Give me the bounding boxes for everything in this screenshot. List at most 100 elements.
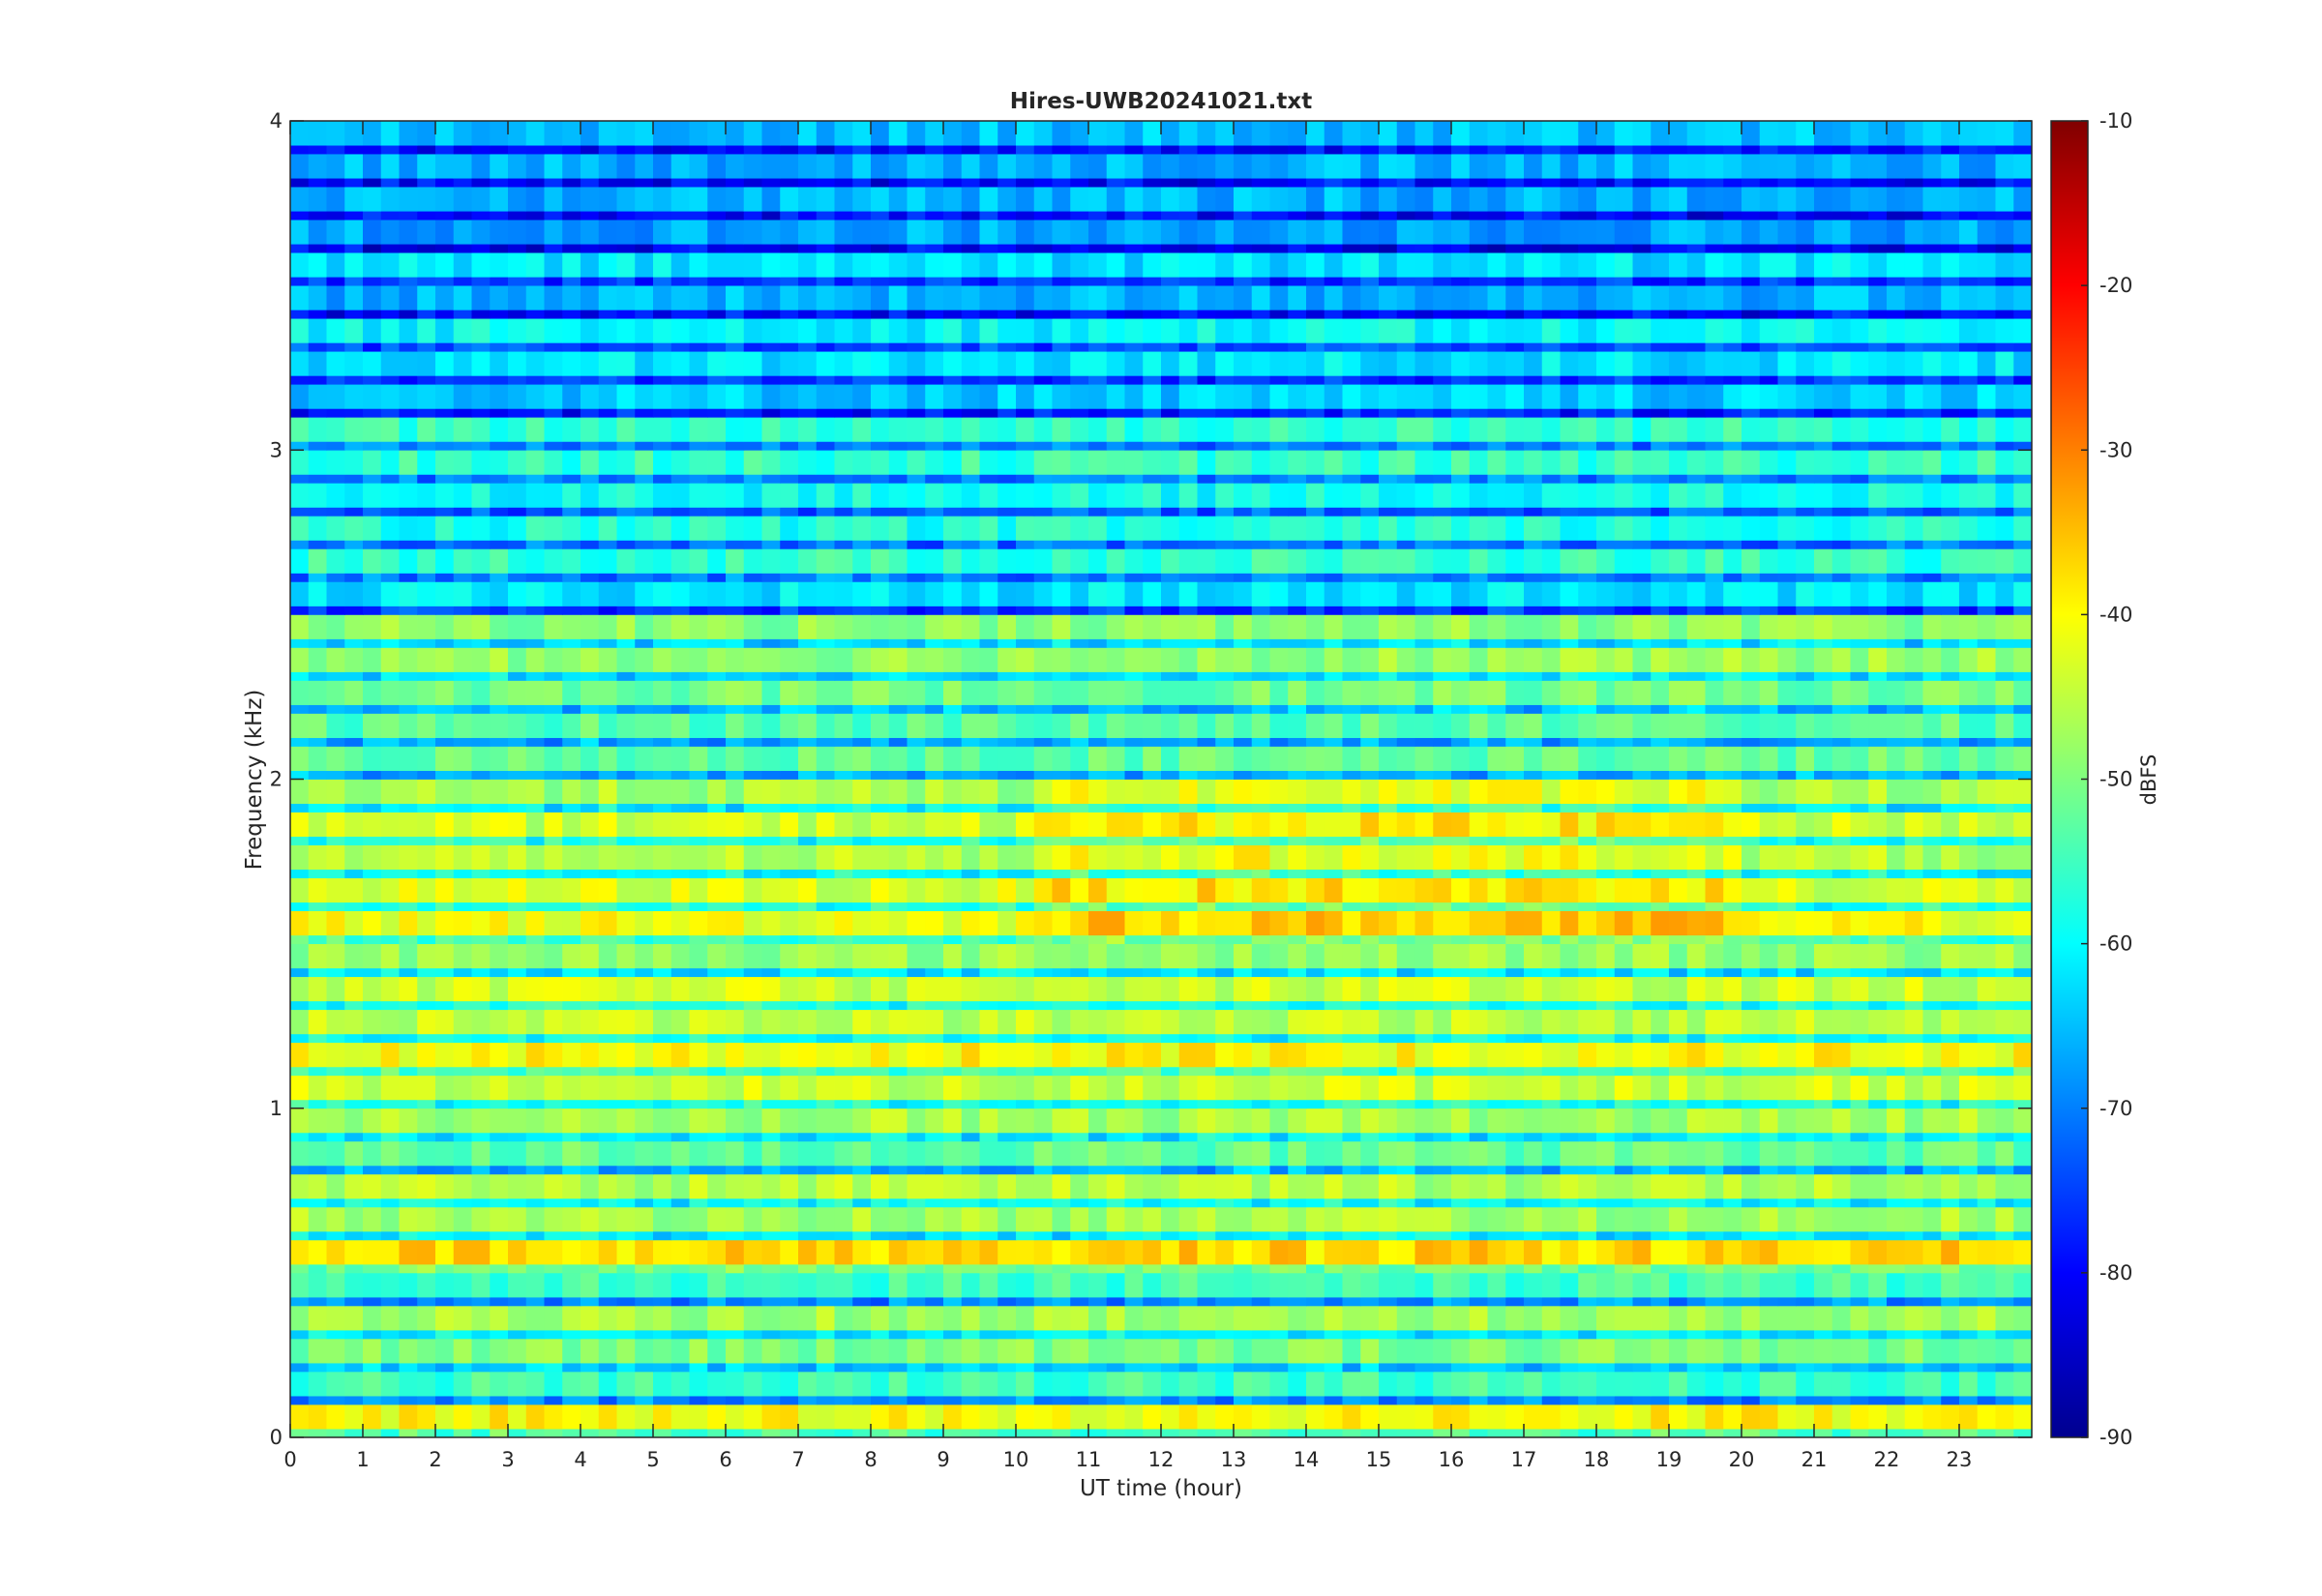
- heatmap-cell: [1215, 1009, 1235, 1035]
- heatmap-cell: [1088, 779, 1108, 805]
- heatmap-cell: [435, 638, 455, 648]
- heatmap-cell: [417, 1009, 436, 1035]
- heatmap-cell: [1742, 1371, 1761, 1397]
- heatmap-cell: [635, 638, 654, 648]
- heatmap-cell: [1288, 1330, 1307, 1340]
- heatmap-cell: [780, 1075, 799, 1101]
- heatmap-cell: [1143, 1009, 1162, 1035]
- heatmap-cell: [798, 1100, 818, 1109]
- heatmap-cell: [417, 902, 436, 911]
- heatmap-cell: [525, 1075, 546, 1101]
- heatmap-cell: [1614, 1363, 1634, 1373]
- heatmap-cell: [1306, 638, 1325, 648]
- heatmap-cell: [1651, 614, 1670, 640]
- heatmap-cell: [1487, 1305, 1506, 1331]
- heatmap-cell: [979, 870, 998, 878]
- heatmap-cell: [1796, 1042, 1815, 1068]
- heatmap-cell: [1469, 1404, 1489, 1430]
- heatmap-cell: [1524, 614, 1543, 640]
- heatmap-cell: [1234, 1100, 1253, 1109]
- heatmap-cell: [1541, 1338, 1562, 1364]
- heatmap-cell: [471, 737, 491, 747]
- heatmap-cell: [1777, 935, 1797, 945]
- heatmap-cell: [1033, 1173, 1054, 1199]
- heatmap-cell: [598, 1338, 618, 1364]
- heatmap-cell: [1451, 581, 1471, 607]
- heatmap-cell: [1777, 910, 1797, 936]
- heatmap-cell: [979, 680, 998, 706]
- heatmap-cell: [580, 737, 600, 747]
- heatmap-cell: [380, 837, 401, 845]
- heatmap-cell: [798, 1206, 818, 1232]
- heatmap-cell: [888, 704, 908, 714]
- heatmap-cell: [780, 877, 799, 903]
- heatmap-cell: [435, 1198, 455, 1208]
- heatmap-cell: [979, 1100, 998, 1109]
- heatmap-cell: [1959, 1404, 1979, 1430]
- heatmap-cell: [689, 647, 708, 673]
- heatmap-cell: [380, 1173, 401, 1199]
- heatmap-cell: [1705, 638, 1724, 648]
- heatmap-cell: [1143, 968, 1162, 978]
- heatmap-cell: [598, 1100, 618, 1109]
- heatmap-cell: [417, 968, 436, 978]
- heatmap-cell: [1705, 870, 1724, 878]
- heatmap-cell: [1904, 943, 1924, 969]
- heatmap-cell: [616, 779, 636, 805]
- heatmap-cell: [1850, 638, 1869, 648]
- heatmap-cell: [344, 606, 364, 615]
- heatmap-cell: [1777, 1239, 1797, 1265]
- heatmap-cell: [743, 737, 763, 747]
- heatmap-cell: [1124, 844, 1144, 871]
- heatmap-cell: [1124, 1264, 1144, 1274]
- heatmap-cell: [1651, 877, 1670, 903]
- heatmap-cell: [344, 614, 364, 640]
- heatmap-cell: [1596, 737, 1616, 747]
- heatmap-cell: [1941, 1429, 1960, 1437]
- heatmap-cell: [2013, 680, 2032, 706]
- heatmap-cell: [888, 902, 908, 911]
- heatmap-cell: [852, 614, 872, 640]
- heatmap-cell: [961, 614, 981, 640]
- heatmap-cell: [834, 680, 853, 706]
- heatmap-cell: [1324, 1034, 1344, 1044]
- heatmap-cell: [344, 1108, 364, 1134]
- heatmap-cell: [1995, 606, 2014, 615]
- heatmap-cell: [1669, 581, 1688, 607]
- heatmap-cell: [2013, 844, 2032, 871]
- heatmap-cell: [743, 1108, 763, 1134]
- heatmap-cell: [2013, 812, 2032, 838]
- heatmap-cell: [1016, 1231, 1035, 1241]
- heatmap-cell: [1505, 837, 1525, 845]
- heatmap-cell: [653, 1231, 672, 1241]
- heatmap-cell: [1669, 779, 1688, 805]
- heatmap-cell: [308, 1396, 328, 1405]
- heatmap-cell: [907, 680, 926, 706]
- heatmap-cell: [1686, 1231, 1707, 1241]
- heatmap-cell: [1742, 1140, 1761, 1167]
- heatmap-cell: [525, 870, 546, 878]
- heatmap-cell: [1016, 1297, 1035, 1307]
- heatmap-cell: [580, 1166, 600, 1175]
- heatmap-cell: [1505, 1108, 1525, 1134]
- heatmap-cell: [1995, 1133, 2014, 1142]
- heatmap-cell: [616, 1404, 636, 1430]
- heatmap-cell: [1251, 1001, 1271, 1011]
- heatmap-cell: [562, 1297, 581, 1307]
- heatmap-cell: [852, 837, 872, 845]
- heatmap-cell: [490, 770, 509, 780]
- heatmap-cell: [726, 1231, 745, 1241]
- heatmap-cell: [1143, 713, 1162, 739]
- heatmap-cell: [1796, 902, 1815, 911]
- heatmap-cell: [1922, 1198, 1942, 1208]
- heatmap-cell: [961, 737, 981, 747]
- heatmap-cell: [1324, 746, 1344, 772]
- heatmap-cell: [1959, 1042, 1979, 1068]
- heatmap-cell: [961, 837, 981, 845]
- heatmap-cell: [308, 1272, 328, 1298]
- heatmap-cell: [852, 1166, 872, 1175]
- heatmap-cell: [1742, 1173, 1761, 1199]
- heatmap-cell: [1251, 1404, 1271, 1430]
- heatmap-cell: [1742, 1042, 1761, 1068]
- heatmap-cell: [616, 1133, 636, 1142]
